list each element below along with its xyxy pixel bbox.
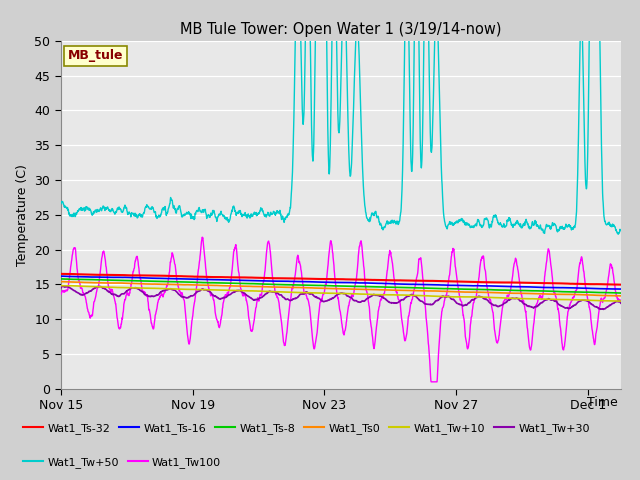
Title: MB Tule Tower: Open Water 1 (3/19/14-now): MB Tule Tower: Open Water 1 (3/19/14-now…: [180, 22, 502, 37]
Text: Time: Time: [587, 396, 618, 409]
Legend: Wat1_Tw+50, Wat1_Tw100: Wat1_Tw+50, Wat1_Tw100: [19, 452, 226, 472]
Text: MB_tule: MB_tule: [68, 49, 123, 62]
Y-axis label: Temperature (C): Temperature (C): [16, 164, 29, 266]
Legend: Wat1_Ts-32, Wat1_Ts-16, Wat1_Ts-8, Wat1_Ts0, Wat1_Tw+10, Wat1_Tw+30: Wat1_Ts-32, Wat1_Ts-16, Wat1_Ts-8, Wat1_…: [19, 419, 595, 438]
